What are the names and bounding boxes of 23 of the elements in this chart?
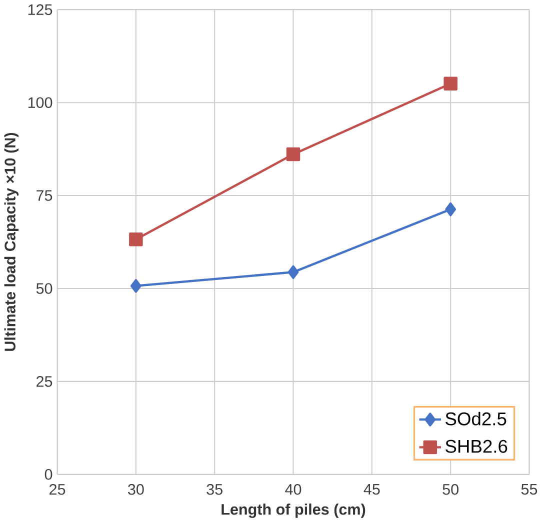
- point: [286, 147, 300, 162]
- legend-label: SOd2.5: [446, 412, 506, 426]
- x-tick-label: 25: [50, 484, 66, 495]
- x-tick-label: 35: [206, 484, 222, 495]
- x-tick-label: 55: [521, 484, 538, 495]
- y-tick-label: 100: [28, 97, 52, 108]
- point: [288, 265, 299, 279]
- x-tick-label: 45: [364, 484, 380, 495]
- y-tick-label: 75: [36, 190, 52, 201]
- y-tick-label: 125: [28, 4, 52, 15]
- y-tick-label: 50: [36, 283, 52, 294]
- x-tick-label: 50: [442, 484, 458, 495]
- point: [444, 76, 458, 90]
- y-axis-title: Ultimate load Capacity ×10 (N): [4, 132, 19, 351]
- x-tick-label: 30: [128, 484, 144, 495]
- point: [445, 202, 456, 216]
- y-tick-label: 25: [36, 376, 52, 387]
- point: [129, 232, 143, 246]
- legend-label: SHB2.6: [446, 440, 508, 453]
- y-tick-label: 0: [44, 468, 52, 480]
- x-axis-title: Length of piles (cm): [222, 504, 366, 518]
- x-tick-label: 40: [285, 484, 302, 495]
- point: [130, 278, 142, 293]
